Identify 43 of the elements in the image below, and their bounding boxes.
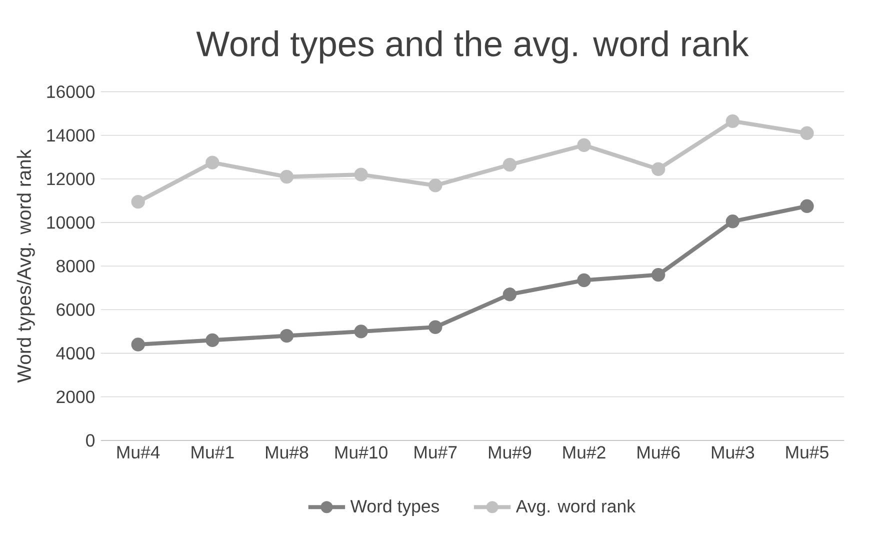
point xyxy=(726,114,740,128)
legend-label: Avg. word rank xyxy=(516,499,636,516)
y-axis-title: Word types/Avg. word rank xyxy=(16,149,35,383)
point xyxy=(354,168,368,182)
point xyxy=(354,324,368,338)
y-tick-label: 2000 xyxy=(56,390,95,403)
x-tick-label: Mu#6 xyxy=(638,446,680,459)
legend-label: Word types xyxy=(350,499,440,516)
y-tick-label: 4000 xyxy=(56,346,95,360)
point xyxy=(577,138,591,152)
point xyxy=(502,158,517,172)
y-tick-label: 6000 xyxy=(56,303,95,316)
x-tick-label: Mu#4 xyxy=(117,446,160,458)
y-tick-label: 14000 xyxy=(47,128,95,142)
point xyxy=(280,170,294,184)
y-tick-label: 8000 xyxy=(56,260,95,272)
x-tick-label: Mu#3 xyxy=(712,446,754,459)
x-tick-label: Mu#10 xyxy=(335,446,388,459)
y-tick-label: 12000 xyxy=(47,172,95,186)
point xyxy=(800,126,814,140)
point xyxy=(206,156,220,170)
point xyxy=(651,268,666,282)
x-tick-label: Mu#5 xyxy=(786,446,828,458)
point xyxy=(800,199,814,213)
x-tick-label: Mu#7 xyxy=(414,446,457,458)
point xyxy=(131,338,145,352)
point xyxy=(428,320,442,334)
y-tick-label: 16000 xyxy=(47,85,95,98)
x-tick-label: Mu#9 xyxy=(488,446,532,459)
point xyxy=(651,162,666,176)
point xyxy=(206,333,220,347)
chart-title: Word types and the avg. word rank xyxy=(196,30,749,64)
point xyxy=(280,328,294,342)
x-tick-label: Mu#8 xyxy=(266,446,308,459)
point xyxy=(726,214,740,228)
point xyxy=(577,273,591,287)
y-tick-label: 10000 xyxy=(47,216,95,229)
point xyxy=(502,287,517,302)
point xyxy=(131,194,145,208)
x-tick-label: Mu#2 xyxy=(563,446,606,459)
x-tick-label: Mu#1 xyxy=(192,446,234,458)
point xyxy=(428,178,442,192)
y-tick-label: 0 xyxy=(86,434,95,447)
